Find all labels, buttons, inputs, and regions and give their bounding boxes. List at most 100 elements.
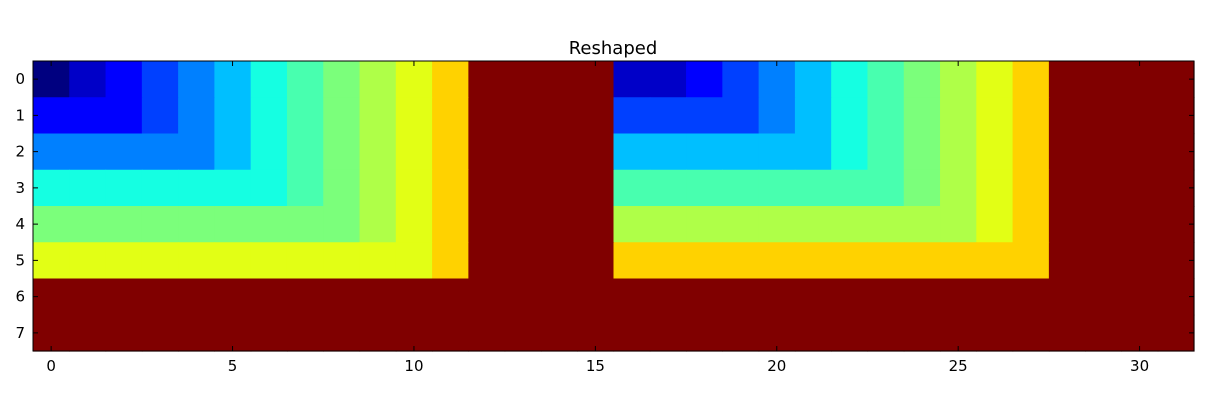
heatmap-cell — [286, 133, 324, 171]
heatmap-cell — [504, 206, 542, 243]
heatmap-cell — [940, 278, 977, 316]
heatmap-cell — [432, 242, 469, 280]
heatmap-cell — [1048, 169, 1086, 207]
heatmap-cell — [214, 278, 252, 316]
heatmap-cell — [468, 242, 506, 280]
heatmap-cell — [1048, 97, 1086, 135]
heatmap-cell — [1085, 169, 1123, 207]
heatmap-cell — [33, 169, 70, 207]
heatmap-cell — [722, 97, 760, 135]
x-axis-ticks: 0 5 10 15 20 25 30 — [46, 61, 1149, 375]
heatmap-cell — [577, 97, 615, 135]
heatmap-cell — [323, 169, 361, 207]
heatmap-cell — [1157, 97, 1195, 135]
heatmap-cell — [323, 61, 361, 98]
heatmap-cell — [250, 133, 288, 171]
heatmap-cell — [178, 314, 216, 352]
heatmap-cell — [504, 169, 542, 207]
heatmap-cell — [867, 97, 905, 135]
y-tick-label: 2 — [15, 143, 25, 161]
heatmap-cell — [867, 169, 905, 207]
heatmap-cell — [178, 206, 216, 243]
heatmap-cells — [33, 61, 1195, 352]
heatmap-cell — [1048, 242, 1086, 280]
heatmap-cell — [395, 206, 433, 243]
heatmap-cell — [468, 97, 506, 135]
heatmap-cell — [940, 169, 977, 207]
heatmap-cell — [105, 206, 143, 243]
heatmap-cell — [1085, 278, 1123, 316]
heatmap-cell — [649, 278, 687, 316]
heatmap-cell — [250, 169, 288, 207]
x-tick-label: 0 — [46, 357, 56, 375]
heatmap-cell — [33, 133, 70, 171]
heatmap-cell — [794, 133, 832, 171]
heatmap-cell — [867, 61, 905, 98]
heatmap-cell — [794, 61, 832, 98]
heatmap-cell — [141, 206, 179, 243]
heatmap-cell — [105, 61, 143, 98]
heatmap-cell — [214, 133, 252, 171]
heatmap-cell — [214, 242, 252, 280]
heatmap-cell — [649, 133, 687, 171]
heatmap-cell — [1012, 61, 1050, 98]
heatmap-cell — [1157, 133, 1195, 171]
heatmap-cell — [867, 314, 905, 352]
heatmap-cell — [504, 314, 542, 352]
heatmap-cell — [831, 242, 869, 280]
heatmap-cell — [1085, 242, 1123, 280]
heatmap-cell — [831, 133, 869, 171]
heatmap-cell — [1048, 133, 1086, 171]
heatmap-cell — [722, 61, 760, 98]
heatmap-cell — [214, 169, 252, 207]
heatmap-cell — [758, 97, 796, 135]
heatmap-cell — [940, 314, 977, 352]
heatmap-cell — [577, 206, 615, 243]
heatmap-cell — [178, 133, 216, 171]
heatmap-cell — [1157, 169, 1195, 207]
heatmap-cell — [686, 133, 723, 171]
heatmap-cell — [613, 242, 651, 280]
heatmap-cell — [903, 278, 941, 316]
heatmap-cell — [69, 278, 107, 316]
heatmap-cell — [758, 314, 796, 352]
heatmap-cell — [432, 97, 469, 135]
heatmap-cell — [722, 206, 760, 243]
heatmap-cell — [831, 278, 869, 316]
heatmap-cell — [432, 169, 469, 207]
heatmap-cell — [940, 61, 977, 98]
heatmap-cell — [540, 61, 578, 98]
heatmap-cell — [432, 133, 469, 171]
y-tick-label: 4 — [15, 215, 25, 233]
heatmap-cell — [540, 242, 578, 280]
heatmap-cell — [141, 61, 179, 98]
heatmap-cell — [105, 97, 143, 135]
heatmap-cell — [649, 169, 687, 207]
heatmap-cell — [686, 97, 723, 135]
heatmap-cell — [903, 97, 941, 135]
heatmap-cell — [69, 61, 107, 98]
heatmap-cell — [649, 97, 687, 135]
heatmap-cell — [867, 133, 905, 171]
heatmap-cell — [1048, 314, 1086, 352]
heatmap-cell — [286, 97, 324, 135]
heatmap-cell — [468, 278, 506, 316]
heatmap-cell — [214, 97, 252, 135]
heatmap-cell — [1121, 278, 1159, 316]
heatmap-cell — [141, 133, 179, 171]
heatmap-cell — [686, 314, 723, 352]
heatmap-cell — [577, 61, 615, 98]
heatmap-cell — [613, 97, 651, 135]
heatmap-cell — [794, 314, 832, 352]
heatmap-cell — [432, 206, 469, 243]
heatmap-cell — [1012, 278, 1050, 316]
heatmap-cell — [867, 242, 905, 280]
heatmap-cell — [395, 242, 433, 280]
x-tick-label: 25 — [949, 357, 968, 375]
heatmap-cell — [903, 169, 941, 207]
heatmap-cell — [940, 242, 977, 280]
heatmap-cell — [867, 206, 905, 243]
heatmap-cell — [722, 242, 760, 280]
y-tick-label: 7 — [15, 324, 25, 342]
heatmap-cell — [250, 278, 288, 316]
